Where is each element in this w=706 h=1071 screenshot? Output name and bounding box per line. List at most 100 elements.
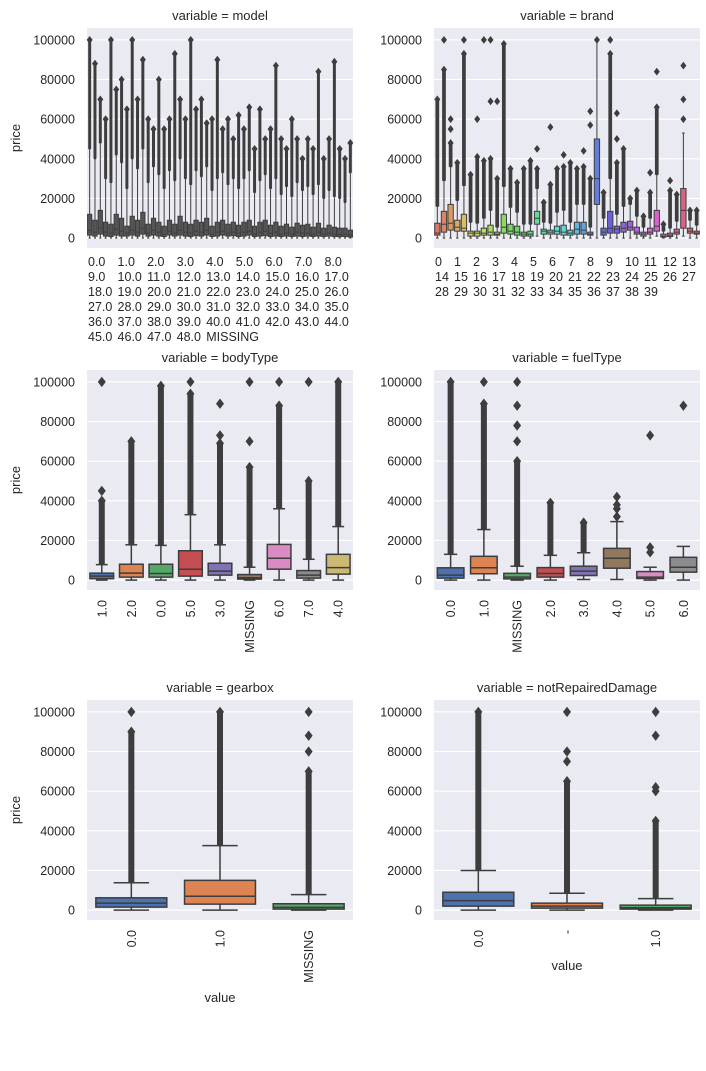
- box-31.0: [251, 145, 258, 239]
- x-tick-label: 19: [530, 270, 544, 284]
- outlier-point: [186, 388, 195, 399]
- y-tick-label: 60000: [387, 113, 422, 127]
- box--: [530, 706, 604, 911]
- x-tick-label: 35.0: [324, 300, 348, 314]
- box-iqr: [198, 221, 205, 237]
- x-tick-label: 21.0: [177, 285, 201, 299]
- outlier-point: [673, 190, 680, 199]
- x-tick-label: 37.0: [118, 315, 142, 329]
- outlier-point: [680, 61, 687, 70]
- y-tick-label: 80000: [40, 415, 75, 429]
- outlier-point: [193, 105, 200, 114]
- outlier-point: [563, 776, 571, 787]
- x-tick-label: 43.0: [295, 315, 319, 329]
- outlier-point: [97, 485, 106, 497]
- outlier-point: [331, 57, 338, 66]
- x-tick-label: 39: [644, 285, 658, 299]
- box-iqr: [177, 215, 183, 236]
- outlier-point: [607, 35, 614, 44]
- box-6.0: [669, 400, 698, 581]
- outlier-point: [514, 178, 521, 187]
- box-25: [600, 188, 607, 239]
- outlier-point: [613, 158, 620, 167]
- x-tick-label: 9.0: [88, 270, 105, 284]
- y-tick-label: 100000: [33, 375, 75, 389]
- box-iqr: [487, 224, 494, 236]
- outlier-point: [310, 145, 317, 153]
- outlier-point: [216, 438, 224, 449]
- box-37: [680, 61, 687, 237]
- outlier-point: [494, 174, 501, 183]
- box-iqr: [145, 223, 151, 237]
- outlier-point: [647, 168, 654, 177]
- box-2.0: [118, 436, 144, 581]
- box-4.0: [107, 35, 114, 239]
- x-tick-label: 6.0: [273, 600, 287, 617]
- x-tick-label: 44.0: [324, 315, 348, 329]
- box-iqr: [513, 225, 521, 236]
- x-tick-label: 21: [568, 270, 582, 284]
- outlier-point: [156, 380, 165, 392]
- box-24: [593, 35, 601, 239]
- box-iqr: [225, 223, 231, 237]
- x-tick-label: 32.0: [236, 300, 260, 314]
- box-iqr: [560, 224, 567, 236]
- box-3.0: [207, 398, 233, 581]
- outlier-point: [272, 61, 279, 70]
- outlier-point: [203, 119, 210, 128]
- box-iqr: [296, 569, 322, 579]
- outlier-point: [294, 135, 301, 143]
- panel-title: variable = brand: [520, 8, 614, 23]
- y-axis-label: price: [8, 796, 23, 824]
- box-iqr: [193, 219, 199, 237]
- x-tick-label: 12: [663, 255, 677, 269]
- box-1.0: [619, 706, 692, 911]
- box-19: [560, 150, 567, 239]
- box-23.0: [209, 115, 216, 239]
- box-7.0: [123, 105, 130, 239]
- box-iqr: [188, 223, 194, 238]
- box-iqr: [87, 213, 93, 236]
- box-1.0: [89, 376, 115, 581]
- box-39: [693, 206, 700, 239]
- box-iqr: [108, 223, 114, 238]
- box-iqr: [633, 226, 640, 235]
- box-13.0: [155, 75, 162, 239]
- y-tick-label: 20000: [387, 192, 422, 206]
- box-iqr: [230, 221, 236, 237]
- box-iqr: [161, 225, 167, 238]
- x-tick-label: 16.0: [295, 270, 319, 284]
- outlier-point: [613, 109, 620, 118]
- x-tick-label: 47.0: [147, 330, 171, 344]
- box-iqr: [278, 225, 284, 238]
- box-iqr: [236, 573, 263, 580]
- box-15: [533, 145, 541, 237]
- outlier-point: [534, 145, 541, 153]
- box-42.0: [310, 145, 317, 239]
- box-9: [494, 97, 501, 239]
- x-tick-label: 1: [454, 255, 461, 269]
- box-16: [540, 198, 547, 239]
- box-iqr: [680, 188, 687, 229]
- y-tick-label: 40000: [40, 494, 75, 508]
- box-22: [580, 146, 587, 239]
- box-iqr: [305, 223, 311, 237]
- y-tick-label: 60000: [40, 455, 75, 469]
- outlier-point: [651, 815, 660, 827]
- box-32.0: [256, 105, 263, 239]
- y-tick-label: 20000: [40, 864, 75, 878]
- x-tick-label: 28: [435, 285, 449, 299]
- box-iqr: [118, 217, 125, 237]
- outlier-point: [651, 706, 660, 718]
- outlier-point: [547, 180, 554, 189]
- y-tick-label: 80000: [40, 73, 75, 87]
- x-tick-label: 0.0: [125, 930, 139, 947]
- box-3: [454, 158, 461, 239]
- outlier-point: [150, 125, 157, 133]
- outlier-point: [563, 706, 571, 718]
- outlier-point: [447, 115, 454, 124]
- x-tick-label: 3.0: [214, 600, 228, 617]
- y-tick-label: 60000: [387, 455, 422, 469]
- x-tick-label: 33.0: [265, 300, 289, 314]
- box-iqr: [241, 221, 247, 237]
